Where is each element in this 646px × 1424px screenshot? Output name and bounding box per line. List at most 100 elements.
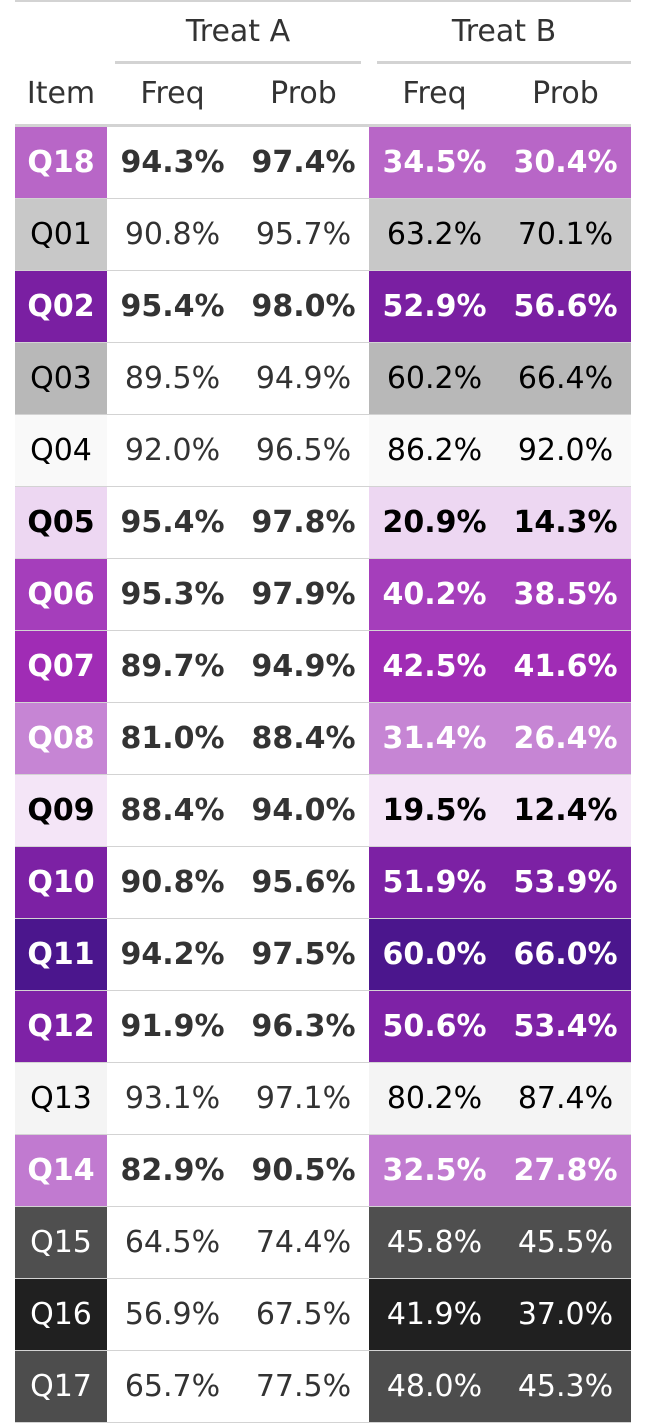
table-row: Q07 89.7% 94.9% 42.5% 41.6% bbox=[15, 631, 631, 703]
item-cell: Q15 bbox=[15, 1207, 107, 1278]
spanner-treat-a-rule bbox=[115, 61, 361, 64]
treat-b-prob-cell: 27.8% bbox=[500, 1135, 631, 1206]
treat-b-freq-cell: 32.5% bbox=[369, 1135, 500, 1206]
treat-b-freq-cell: 63.2% bbox=[369, 199, 500, 270]
table-row: Q15 64.5% 74.4% 45.8% 45.5% bbox=[15, 1207, 631, 1279]
item-cell: Q11 bbox=[15, 919, 107, 990]
table-row: Q13 93.1% 97.1% 80.2% 87.4% bbox=[15, 1063, 631, 1135]
item-cell: Q02 bbox=[15, 271, 107, 342]
column-header-treat-a-freq: Freq bbox=[140, 76, 205, 111]
treat-b-freq-cell: 52.9% bbox=[369, 271, 500, 342]
treat-b-freq-cell: 50.6% bbox=[369, 991, 500, 1062]
treat-a-freq-cell: 91.9% bbox=[107, 991, 238, 1062]
item-cell: Q09 bbox=[15, 775, 107, 846]
treat-b-prob-cell: 38.5% bbox=[500, 559, 631, 630]
treat-a-freq-cell: 94.3% bbox=[107, 127, 238, 198]
item-cell: Q05 bbox=[15, 487, 107, 558]
spanner-treat-b-rule bbox=[377, 61, 631, 64]
treat-a-prob-cell: 97.5% bbox=[238, 919, 369, 990]
table-top-rule bbox=[15, 0, 631, 2]
item-cell: Q03 bbox=[15, 343, 107, 414]
item-cell: Q08 bbox=[15, 703, 107, 774]
treat-b-freq-cell: 19.5% bbox=[369, 775, 500, 846]
treat-a-freq-cell: 94.2% bbox=[107, 919, 238, 990]
treat-b-prob-cell: 53.4% bbox=[500, 991, 631, 1062]
treat-a-freq-cell: 95.3% bbox=[107, 559, 238, 630]
treat-a-freq-cell: 56.9% bbox=[107, 1279, 238, 1350]
treat-a-prob-cell: 98.0% bbox=[238, 271, 369, 342]
item-cell: Q01 bbox=[15, 199, 107, 270]
table-row: Q05 95.4% 97.8% 20.9% 14.3% bbox=[15, 487, 631, 559]
table-row: Q01 90.8% 95.7% 63.2% 70.1% bbox=[15, 199, 631, 271]
treat-a-prob-cell: 97.8% bbox=[238, 487, 369, 558]
table-row: Q03 89.5% 94.9% 60.2% 66.4% bbox=[15, 343, 631, 415]
table-row: Q17 65.7% 77.5% 48.0% 45.3% bbox=[15, 1351, 631, 1423]
table-row: Q10 90.8% 95.6% 51.9% 53.9% bbox=[15, 847, 631, 919]
treat-a-freq-cell: 89.5% bbox=[107, 343, 238, 414]
treat-b-freq-cell: 51.9% bbox=[369, 847, 500, 918]
treat-a-freq-cell: 95.4% bbox=[107, 271, 238, 342]
spanner-treat-a-label: Treat A bbox=[185, 14, 291, 49]
table-row: Q04 92.0% 96.5% 86.2% 92.0% bbox=[15, 415, 631, 487]
item-cell: Q10 bbox=[15, 847, 107, 918]
treat-a-prob-cell: 77.5% bbox=[238, 1351, 369, 1422]
table-row: Q11 94.2% 97.5% 60.0% 66.0% bbox=[15, 919, 631, 991]
spanner-treat-b-label: Treat B bbox=[451, 14, 557, 49]
table-row: Q08 81.0% 88.4% 31.4% 26.4% bbox=[15, 703, 631, 775]
table-row: Q12 91.9% 96.3% 50.6% 53.4% bbox=[15, 991, 631, 1063]
treat-a-prob-cell: 94.0% bbox=[238, 775, 369, 846]
treat-b-prob-cell: 41.6% bbox=[500, 631, 631, 702]
treat-b-prob-cell: 45.5% bbox=[500, 1207, 631, 1278]
treat-a-freq-cell: 82.9% bbox=[107, 1135, 238, 1206]
header-bottom-rule bbox=[15, 124, 631, 127]
treat-a-freq-cell: 81.0% bbox=[107, 703, 238, 774]
treat-a-freq-cell: 64.5% bbox=[107, 1207, 238, 1278]
item-cell: Q07 bbox=[15, 631, 107, 702]
column-header-treat-b-prob: Prob bbox=[532, 76, 599, 111]
treat-b-prob-cell: 66.0% bbox=[500, 919, 631, 990]
treat-b-prob-cell: 37.0% bbox=[500, 1279, 631, 1350]
treat-b-freq-cell: 40.2% bbox=[369, 559, 500, 630]
treat-a-prob-cell: 97.1% bbox=[238, 1063, 369, 1134]
treat-b-freq-cell: 86.2% bbox=[369, 415, 500, 486]
treat-a-prob-cell: 74.4% bbox=[238, 1207, 369, 1278]
treat-a-prob-cell: 88.4% bbox=[238, 703, 369, 774]
treat-b-freq-cell: 60.2% bbox=[369, 343, 500, 414]
treat-b-prob-cell: 92.0% bbox=[500, 415, 631, 486]
treat-a-freq-cell: 90.8% bbox=[107, 847, 238, 918]
treat-a-prob-cell: 96.3% bbox=[238, 991, 369, 1062]
treat-b-prob-cell: 45.3% bbox=[500, 1351, 631, 1422]
treat-a-freq-cell: 93.1% bbox=[107, 1063, 238, 1134]
treat-a-freq-cell: 90.8% bbox=[107, 199, 238, 270]
treat-a-prob-cell: 96.5% bbox=[238, 415, 369, 486]
item-cell: Q04 bbox=[15, 415, 107, 486]
treat-b-freq-cell: 31.4% bbox=[369, 703, 500, 774]
treat-b-prob-cell: 12.4% bbox=[500, 775, 631, 846]
table-body: Q18 94.3% 97.4% 34.5% 30.4% Q01 90.8% 95.7% 63.2… bbox=[15, 127, 631, 1423]
treat-b-prob-cell: 66.4% bbox=[500, 343, 631, 414]
item-cell: Q12 bbox=[15, 991, 107, 1062]
treat-a-prob-cell: 97.4% bbox=[238, 127, 369, 198]
item-cell: Q17 bbox=[15, 1351, 107, 1422]
item-cell: Q18 bbox=[15, 127, 107, 198]
treat-b-freq-cell: 42.5% bbox=[369, 631, 500, 702]
treat-b-prob-cell: 53.9% bbox=[500, 847, 631, 918]
treat-b-prob-cell: 30.4% bbox=[500, 127, 631, 198]
table-row: Q02 95.4% 98.0% 52.9% 56.6% bbox=[15, 271, 631, 343]
treat-a-prob-cell: 97.9% bbox=[238, 559, 369, 630]
treat-a-freq-cell: 89.7% bbox=[107, 631, 238, 702]
item-cell: Q14 bbox=[15, 1135, 107, 1206]
treat-a-freq-cell: 88.4% bbox=[107, 775, 238, 846]
item-cell: Q13 bbox=[15, 1063, 107, 1134]
table-row: Q18 94.3% 97.4% 34.5% 30.4% bbox=[15, 127, 631, 199]
treat-a-freq-cell: 95.4% bbox=[107, 487, 238, 558]
treat-b-prob-cell: 26.4% bbox=[500, 703, 631, 774]
treat-a-prob-cell: 95.6% bbox=[238, 847, 369, 918]
treat-b-prob-cell: 56.6% bbox=[500, 271, 631, 342]
treat-b-freq-cell: 45.8% bbox=[369, 1207, 500, 1278]
treat-a-prob-cell: 94.9% bbox=[238, 343, 369, 414]
table-row: Q09 88.4% 94.0% 19.5% 12.4% bbox=[15, 775, 631, 847]
treat-a-freq-cell: 65.7% bbox=[107, 1351, 238, 1422]
table-row: Q06 95.3% 97.9% 40.2% 38.5% bbox=[15, 559, 631, 631]
treat-b-prob-cell: 87.4% bbox=[500, 1063, 631, 1134]
